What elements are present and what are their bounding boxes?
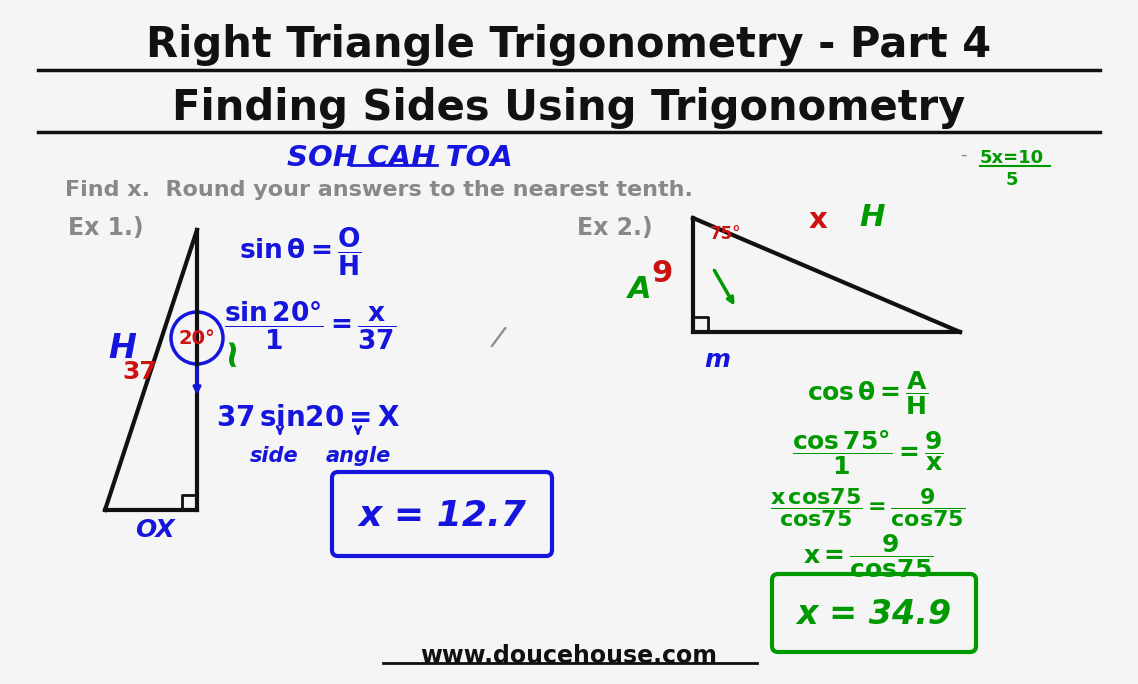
FancyBboxPatch shape (332, 472, 552, 556)
Text: 37: 37 (123, 360, 157, 384)
Text: www.doucehouse.com: www.doucehouse.com (421, 644, 717, 668)
Text: Ex 1.): Ex 1.) (68, 216, 143, 240)
Text: $\mathbf{\dfrac{sin\,20°}{1} = \dfrac{x}{37}}$: $\mathbf{\dfrac{sin\,20°}{1} = \dfrac{x}… (224, 300, 396, 352)
Text: x = 12.7: x = 12.7 (358, 499, 526, 533)
Text: side: side (249, 446, 298, 466)
Text: $\mathbf{\dfrac{x\,cos75}{cos75} = \dfrac{9}{cos75}}$: $\mathbf{\dfrac{x\,cos75}{cos75} = \dfra… (770, 486, 966, 529)
Text: m: m (704, 348, 729, 372)
Text: -: - (959, 146, 966, 164)
Text: x = 34.9: x = 34.9 (797, 598, 951, 631)
Text: 20°: 20° (179, 328, 215, 347)
Text: H: H (859, 204, 884, 233)
Text: x: x (809, 206, 827, 234)
Text: $\mathbf{sin\,\theta = \dfrac{O}{H}}$: $\mathbf{sin\,\theta = \dfrac{O}{H}}$ (239, 226, 362, 278)
Text: Right Triangle Trigonometry - Part 4: Right Triangle Trigonometry - Part 4 (147, 24, 991, 66)
Text: /: / (489, 324, 508, 353)
FancyBboxPatch shape (772, 574, 976, 652)
Text: angle: angle (325, 446, 390, 466)
Text: 5: 5 (1006, 171, 1019, 189)
Text: 5x=10: 5x=10 (980, 149, 1045, 167)
Text: ~: ~ (211, 334, 249, 367)
Text: SOH CAH TOA: SOH CAH TOA (287, 144, 513, 172)
Text: OX: OX (135, 518, 175, 542)
Text: Ex 2.): Ex 2.) (577, 216, 652, 240)
Text: Finding Sides Using Trigonometry: Finding Sides Using Trigonometry (172, 87, 966, 129)
Text: H: H (108, 332, 135, 365)
Text: $\mathbf{\dfrac{cos\,75°}{1} = \dfrac{9}{x}}$: $\mathbf{\dfrac{cos\,75°}{1} = \dfrac{9}… (792, 429, 943, 477)
Text: 9: 9 (651, 259, 673, 289)
Text: 75°: 75° (710, 225, 742, 243)
Text: Find x.  Round your answers to the nearest tenth.: Find x. Round your answers to the neares… (65, 180, 693, 200)
Text: $\mathbf{x = \dfrac{9}{cos75}}$: $\mathbf{x = \dfrac{9}{cos75}}$ (802, 532, 933, 580)
Text: $\mathbf{cos\,\theta = \dfrac{A}{H}}$: $\mathbf{cos\,\theta = \dfrac{A}{H}}$ (807, 369, 929, 417)
Text: $\mathbf{37\,sin20 = X}$: $\mathbf{37\,sin20 = X}$ (216, 404, 401, 432)
Text: A: A (628, 276, 652, 304)
